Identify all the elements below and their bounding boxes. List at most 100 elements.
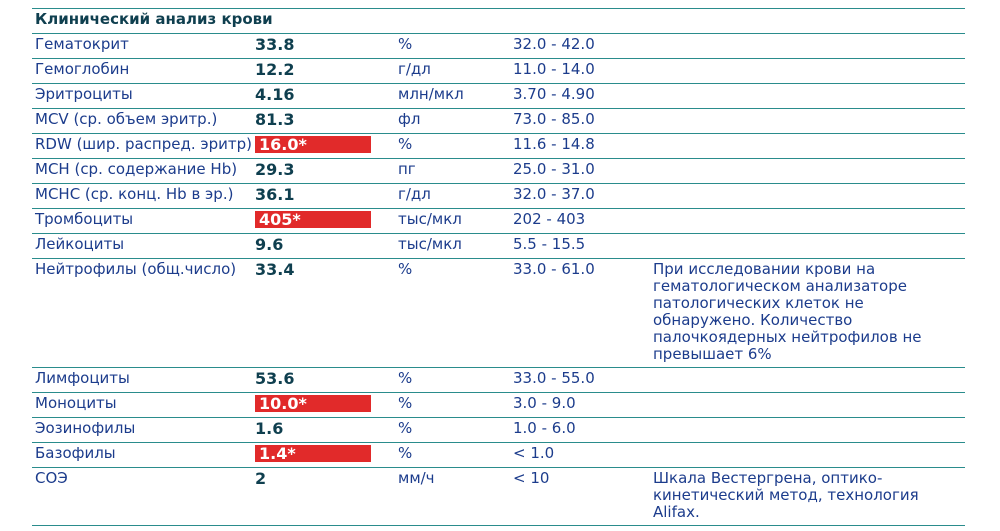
test-unit: тыс/мкл <box>395 208 510 234</box>
test-unit: мм/ч <box>395 467 510 526</box>
test-value: 10.0* <box>255 395 371 412</box>
test-value-cell: 2 <box>255 467 395 526</box>
test-unit: фл <box>395 108 510 134</box>
result-row: Эозинофилы 1.6% 1.0 - 6.0 <box>32 417 965 443</box>
section-row: Клинический анализ крови <box>32 8 965 34</box>
result-row: Базофилы 1.4*% < 1.0 <box>32 442 965 468</box>
test-comment-cell <box>650 83 965 109</box>
test-value-cell: 33.8 <box>255 33 395 59</box>
test-value-cell: 53.6 <box>255 367 395 393</box>
result-row: Гемоглобин 12.2 г/дл 11.0 - 14.0 <box>32 58 965 84</box>
test-comment-cell <box>650 233 965 259</box>
test-name: RDW (шир. распред. эритр) <box>32 133 255 159</box>
header-row: значения <box>32 0 965 9</box>
test-comment-cell <box>650 417 965 443</box>
test-comment-cell <box>650 108 965 134</box>
test-value: 16.0* <box>255 136 371 153</box>
result-row: MCHC (ср. конц. Hb в эр.) 36.1 г/дл 32.0 - … <box>32 183 965 209</box>
test-name: Моноциты <box>32 392 255 418</box>
test-name: Базофилы <box>32 442 255 468</box>
test-name: Эозинофилы <box>32 417 255 443</box>
header-cell: значения <box>510 0 650 9</box>
test-value-cell: 29.3 <box>255 158 395 184</box>
test-comment-cell <box>650 58 965 84</box>
test-value: 33.8 <box>255 35 295 54</box>
test-ref: 1.0 - 6.0 <box>510 417 650 443</box>
test-comment-cell <box>650 158 965 184</box>
test-comment-cell <box>650 367 965 393</box>
test-name: Тромбоциты <box>32 208 255 234</box>
test-ref: 202 - 403 <box>510 208 650 234</box>
test-unit: % <box>395 133 510 159</box>
test-comment-cell <box>650 208 965 234</box>
result-row: Тромбоциты 405* тыс/мкл 202 - 403 <box>32 208 965 234</box>
test-ref: 11.6 - 14.8 <box>510 133 650 159</box>
test-ref: 25.0 - 31.0 <box>510 158 650 184</box>
test-value: 53.6 <box>255 369 295 388</box>
result-row: Эритроциты 4.16 млн/мкл 3.70 - 4.90 <box>32 83 965 109</box>
test-ref: < 10 <box>510 467 650 526</box>
test-name: СОЭ <box>32 467 255 526</box>
test-ref: 32.0 - 37.0 <box>510 183 650 209</box>
test-ref: 32.0 - 42.0 <box>510 33 650 59</box>
test-value-cell: 10.0* <box>255 392 395 418</box>
test-unit: % <box>395 367 510 393</box>
test-ref: 3.70 - 4.90 <box>510 83 650 109</box>
test-value: 405* <box>255 211 371 228</box>
result-row: СОЭ 2 мм/ч < 10 Шкала Вестергрена, оптико-ки… <box>32 467 965 526</box>
test-comment-cell: Шкала Вестергрена, оптико-кинетический м… <box>650 467 965 526</box>
test-value-cell: 9.6 <box>255 233 395 259</box>
test-value: 12.2 <box>255 60 295 79</box>
test-value-cell: 1.6 <box>255 417 395 443</box>
test-name: MCH (ср. содержание Hb) <box>32 158 255 184</box>
test-name: Лимфоциты <box>32 367 255 393</box>
test-ref: 3.0 - 9.0 <box>510 392 650 418</box>
test-unit: пг <box>395 158 510 184</box>
test-comment: Шкала Вестергрена, оптико-кинетический м… <box>653 469 919 521</box>
test-value-cell: 12.2 <box>255 58 395 84</box>
test-comment-cell <box>650 183 965 209</box>
test-value: 9.6 <box>255 235 284 254</box>
test-ref: < 1.0 <box>510 442 650 468</box>
test-unit: % <box>395 33 510 59</box>
test-comment-cell: При исследовании крови на гематологическ… <box>650 258 965 368</box>
test-name: Нейтрофилы (общ.число) <box>32 258 255 368</box>
test-name: Гемоглобин <box>32 58 255 84</box>
test-value-cell: 1.4* <box>255 442 395 468</box>
test-comment-cell <box>650 33 965 59</box>
result-row: Моноциты 10.0*% 3.0 - 9.0 <box>32 392 965 418</box>
test-unit: млн/мкл <box>395 83 510 109</box>
table-body: значения Клинический анализ крови Гемато… <box>32 0 965 526</box>
test-value: 36.1 <box>255 185 295 204</box>
test-value-cell: 81.3 <box>255 108 395 134</box>
test-value-cell: 405* <box>255 208 395 234</box>
result-row: Гематокрит 33.8% 32.0 - 42.0 <box>32 33 965 59</box>
test-name: Эритроциты <box>32 83 255 109</box>
test-comment-cell <box>650 392 965 418</box>
test-unit: г/дл <box>395 183 510 209</box>
test-ref: 11.0 - 14.0 <box>510 58 650 84</box>
test-comment-cell <box>650 442 965 468</box>
test-comment: При исследовании крови на гематологическ… <box>653 260 922 363</box>
test-value: 2 <box>255 469 267 488</box>
test-ref: 33.0 - 55.0 <box>510 367 650 393</box>
test-value-cell: 33.4 <box>255 258 395 368</box>
test-unit: % <box>395 392 510 418</box>
test-unit: % <box>395 442 510 468</box>
test-ref: 33.0 - 61.0 <box>510 258 650 368</box>
section-title: Клинический анализ крови <box>32 8 965 34</box>
result-row: MCV (ср. объем эритр.) 81.3 фл 73.0 - 85.0 <box>32 108 965 134</box>
test-value: 1.6 <box>255 419 284 438</box>
test-value-cell: 16.0* <box>255 133 395 159</box>
test-value: 29.3 <box>255 160 295 179</box>
test-name: MCHC (ср. конц. Hb в эр.) <box>32 183 255 209</box>
test-unit: г/дл <box>395 58 510 84</box>
test-value: 81.3 <box>255 110 295 129</box>
test-ref: 73.0 - 85.0 <box>510 108 650 134</box>
test-name: Лейкоциты <box>32 233 255 259</box>
test-unit: % <box>395 417 510 443</box>
test-value-cell: 4.16 <box>255 83 395 109</box>
test-name: MCV (ср. объем эритр.) <box>32 108 255 134</box>
test-unit: % <box>395 258 510 368</box>
